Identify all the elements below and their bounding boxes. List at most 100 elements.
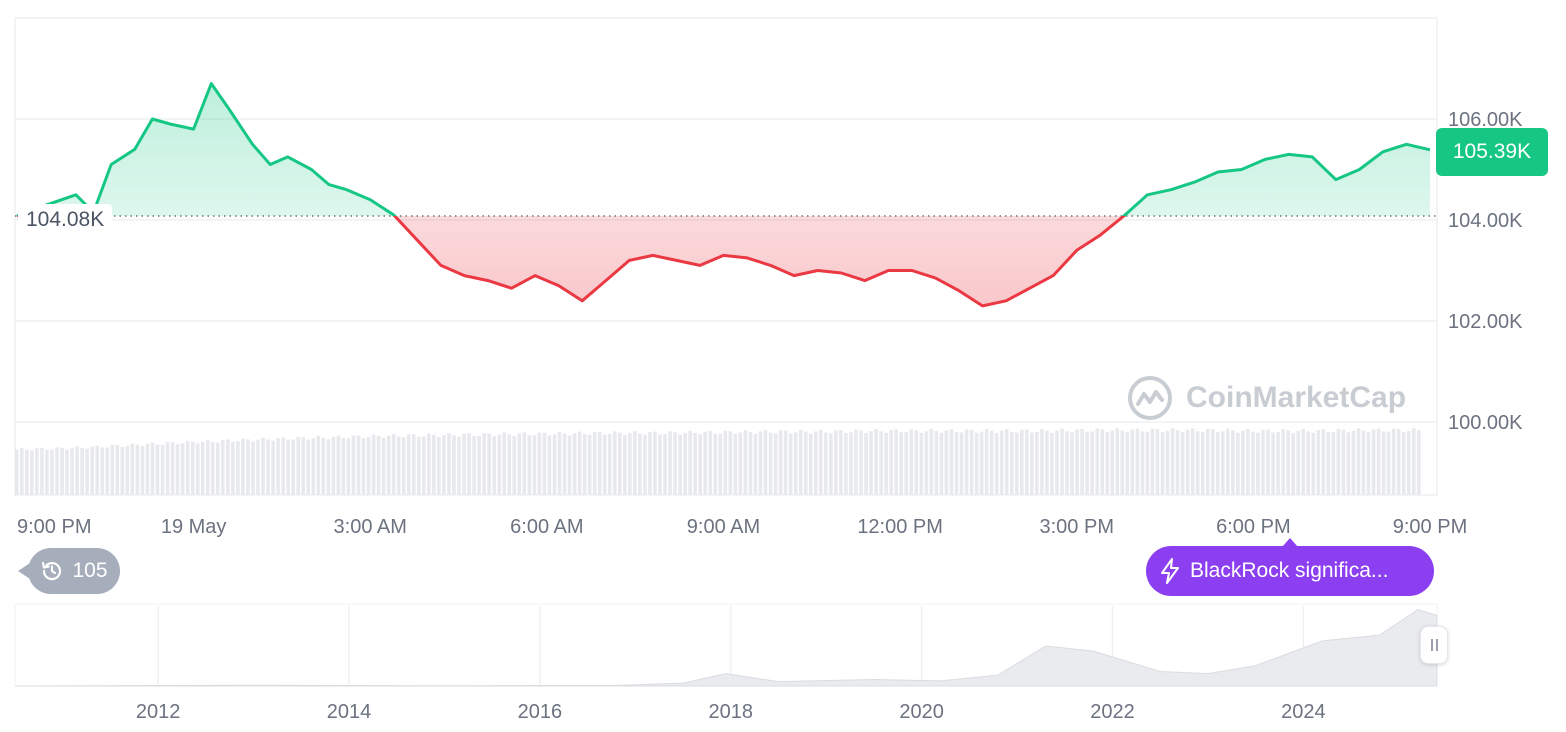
navigator-tick-label: 2018 (709, 701, 754, 723)
volume-bar (1381, 431, 1386, 495)
y-tick-label: 100.00K (1448, 412, 1523, 434)
volume-bar (472, 436, 476, 495)
volume-bar (1180, 432, 1185, 495)
volume-bar (336, 435, 341, 495)
volume-bar (517, 433, 522, 495)
x-tick-label: 9:00 AM (687, 516, 760, 538)
price-area (17, 83, 1430, 306)
volume-bar (984, 429, 989, 495)
volume-bar (226, 439, 230, 495)
volume-bar (60, 447, 64, 495)
volume-bar (939, 432, 944, 495)
navigator-tick-label: 2012 (136, 701, 181, 723)
volume-bar (758, 431, 763, 495)
volume-bar (366, 437, 371, 495)
volume-bar (75, 446, 79, 495)
volume-bar (653, 431, 657, 495)
volume-bar (1376, 428, 1381, 495)
volume-bar (432, 434, 436, 495)
volume-bar (477, 435, 481, 495)
volume-bar (115, 444, 120, 495)
volume-bar (221, 440, 225, 495)
volume-bar (1366, 432, 1371, 495)
volume-bar (1150, 428, 1155, 495)
volume-bar (1190, 428, 1195, 495)
volume-bar (1281, 429, 1285, 495)
volume-bar (1160, 432, 1165, 495)
volume-bar (190, 441, 195, 495)
volume-bar (1231, 430, 1235, 495)
volume-bar (1321, 429, 1326, 495)
volume-bar (15, 449, 19, 495)
baseline-label: 104.08K (18, 204, 113, 236)
volume-bar (753, 433, 758, 495)
volume-bar (251, 441, 255, 495)
volume-bar (1331, 431, 1336, 495)
volume-bar (1125, 432, 1130, 495)
volume-bar (145, 443, 150, 495)
volume-bar (457, 436, 461, 495)
volume-bar (1035, 431, 1039, 495)
volume-bar (1236, 432, 1240, 495)
volume-bar (1326, 432, 1331, 495)
volume-bar (341, 437, 346, 495)
volume-bar (331, 436, 336, 495)
volume-bar (542, 432, 547, 495)
volume-bar (296, 436, 300, 495)
volume-bar (924, 431, 929, 495)
volume-bar (623, 434, 627, 495)
history-badge[interactable]: 105 (18, 548, 120, 594)
volume-bar (1105, 432, 1110, 495)
volume-bar (1296, 431, 1300, 495)
last-price-badge: 105.39K (1436, 128, 1548, 176)
volume-bar (286, 439, 290, 495)
volume-bar (979, 431, 984, 495)
volume-bar (497, 434, 501, 495)
volume-bar (678, 434, 682, 495)
volume-bar (311, 438, 316, 495)
volume-bar (874, 429, 878, 495)
volume-bar (321, 437, 326, 495)
volume-bar (693, 432, 697, 495)
volume-bar (396, 436, 401, 495)
volume-bar (105, 447, 110, 495)
volume-bar (964, 429, 969, 495)
coinmarketcap-logo-icon (1128, 376, 1172, 420)
volume-bar (909, 429, 914, 495)
news-badge[interactable]: BlackRock significa... (1146, 538, 1434, 596)
volume-bar (683, 432, 687, 495)
volume-bar (813, 431, 818, 495)
volume-bar (180, 443, 185, 495)
y-tick-label: 104.00K (1448, 210, 1523, 232)
navigator-axis: 2012 2014 2016 2018 2020 2022 2024 (136, 701, 1326, 723)
x-tick-label: 6:00 PM (1216, 516, 1290, 538)
history-icon (42, 561, 62, 581)
volume-bar (271, 440, 275, 495)
navigator-handle[interactable] (1420, 626, 1448, 664)
volume-bar (989, 430, 994, 495)
volume-bar (1095, 428, 1099, 495)
volume-bar (819, 429, 823, 495)
volume-bar (1045, 430, 1049, 495)
volume-bar (70, 448, 74, 495)
x-axis: 9:00 PM 19 May 3:00 AM 6:00 AM 9:00 AM 12:00 … (17, 516, 1467, 538)
x-tick-label: 12:00 PM (857, 516, 943, 538)
volume-bar (35, 448, 39, 495)
volume-bar (452, 435, 456, 495)
volume-bar (899, 432, 903, 495)
volume-bar (462, 433, 466, 495)
volume-bar (1306, 431, 1311, 495)
volume-bar (241, 438, 245, 495)
volume-bar (45, 449, 49, 495)
volume-bar (482, 433, 486, 495)
volume-bar (974, 432, 979, 495)
volume-bar (708, 430, 713, 495)
volume-bar (411, 434, 416, 495)
volume-bar (859, 430, 863, 495)
y-tick-label: 106.00K (1448, 109, 1523, 131)
volume-bar (276, 438, 280, 495)
volume-bar (1301, 428, 1305, 495)
volume-bar (175, 444, 180, 495)
volume-bar (808, 433, 813, 495)
